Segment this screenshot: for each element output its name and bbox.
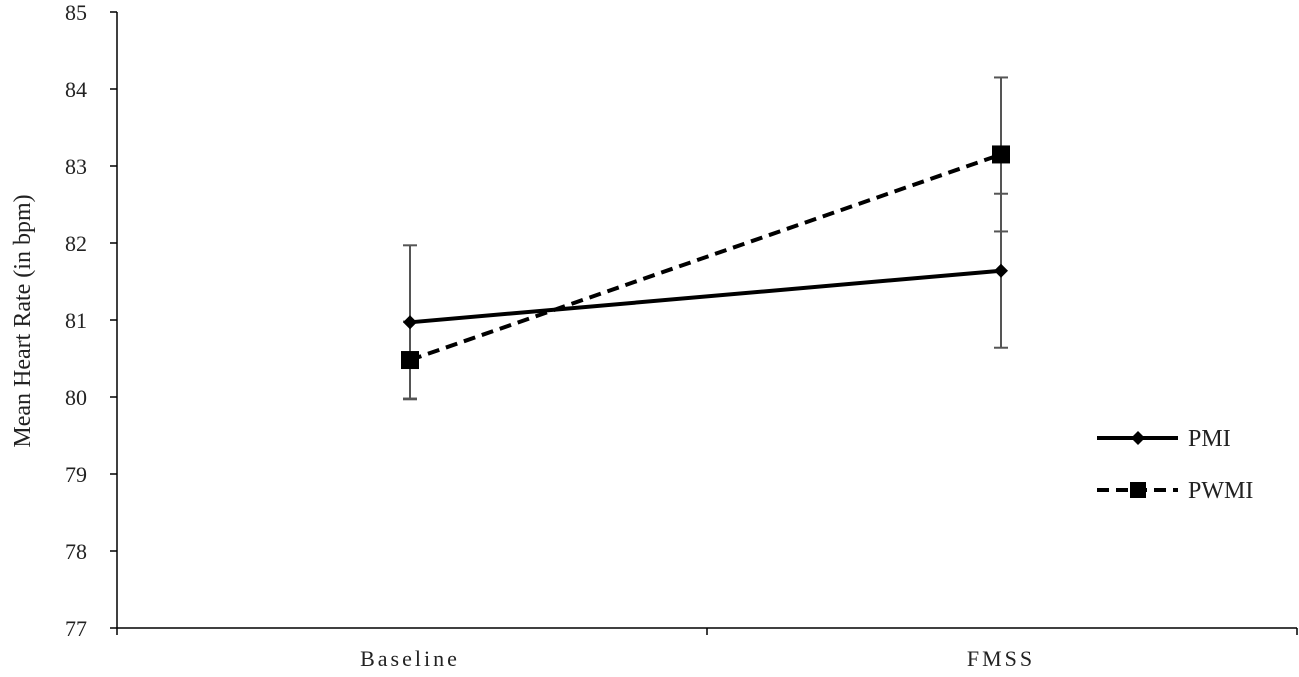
y-tick-label: 84 bbox=[65, 77, 87, 102]
y-tick-label: 83 bbox=[65, 154, 87, 179]
y-axis-ticks: 77 78 79 80 81 82 83 84 85 bbox=[65, 0, 117, 641]
series-line-pwmi bbox=[409, 152, 1002, 362]
error-bars bbox=[403, 76, 1008, 401]
marker-pwmi bbox=[401, 351, 419, 370]
y-tick-label: 79 bbox=[65, 462, 87, 487]
y-tick-label: 77 bbox=[65, 616, 87, 641]
legend: PMI PWMI bbox=[1097, 426, 1253, 504]
y-axis-title: Mean Heart Rate (in bpm) bbox=[10, 194, 36, 447]
series-lines bbox=[409, 152, 1002, 362]
y-tick-label: 85 bbox=[65, 0, 87, 25]
legend-marker-pwmi bbox=[1130, 482, 1146, 498]
marker-pmi bbox=[403, 315, 417, 330]
series-markers bbox=[401, 145, 1010, 370]
series-line-pmi bbox=[409, 268, 1002, 325]
y-tick-label: 82 bbox=[65, 231, 87, 256]
x-tick-label: FMSS bbox=[967, 646, 1035, 671]
axes bbox=[116, 12, 1297, 629]
y-tick-label: 81 bbox=[65, 308, 87, 333]
x-axis-ticks: Baseline FMSS bbox=[116, 628, 1298, 671]
marker-pmi bbox=[994, 263, 1008, 278]
x-tick-label: Baseline bbox=[360, 646, 460, 671]
legend-label-pwmi: PWMI bbox=[1188, 478, 1253, 504]
marker-pwmi bbox=[992, 145, 1010, 164]
y-tick-label: 80 bbox=[65, 385, 87, 410]
legend-marker-pmi bbox=[1131, 431, 1145, 445]
y-tick-label: 78 bbox=[65, 539, 87, 564]
legend-label-pmi: PMI bbox=[1188, 426, 1231, 452]
